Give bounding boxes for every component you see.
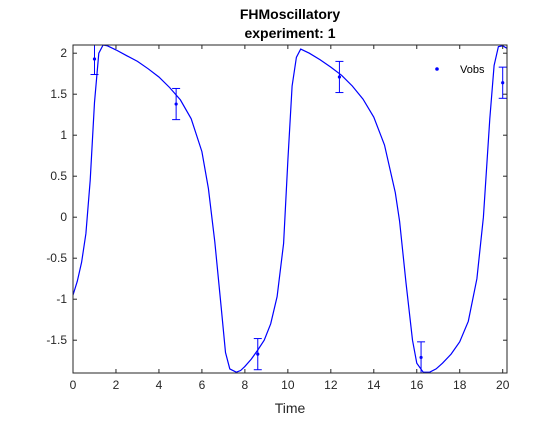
- y-tick-label: -1: [56, 292, 67, 306]
- x-tick-label: 18: [453, 378, 467, 392]
- y-tick-label: 0: [60, 210, 67, 224]
- x-axis: 0 2 4 6 8 10 12 14 16 18 20: [70, 45, 510, 392]
- series-line: [73, 45, 507, 373]
- x-tick-label: 10: [281, 378, 295, 392]
- y-tick-label: -0.5: [46, 251, 67, 265]
- y-tick-label: 1: [60, 128, 67, 142]
- y-tick-label: 0.5: [50, 169, 67, 183]
- x-tick-label: 6: [199, 378, 206, 392]
- x-tick-label: 4: [156, 378, 163, 392]
- errorbar-layer: [90, 45, 507, 373]
- data-point: [92, 57, 97, 61]
- data-point: [419, 355, 423, 360]
- x-tick-label: 2: [113, 378, 120, 392]
- x-tick-label: 12: [324, 378, 338, 392]
- axes-box: [72, 44, 508, 374]
- y-axis: -1.5 -1 -0.5 0 0.5 1 1.5 2: [46, 46, 507, 347]
- legend: Vobs: [435, 64, 485, 76]
- x-tick-label: 0: [70, 378, 77, 392]
- x-axis-label: Time: [275, 400, 306, 416]
- x-tick-label: 20: [496, 378, 510, 392]
- data-point: [174, 102, 178, 106]
- x-tick-label: 14: [367, 378, 381, 392]
- x-tick-label: 8: [242, 378, 249, 392]
- data-point: [337, 75, 342, 79]
- data-point: [256, 352, 260, 356]
- series-layer: [73, 45, 507, 373]
- y-tick-label: -1.5: [46, 333, 67, 347]
- y-tick-label: 1.5: [50, 87, 67, 101]
- chart-subtitle: experiment: 1: [244, 25, 335, 41]
- x-tick-label: 16: [410, 378, 424, 392]
- legend-marker: [435, 67, 439, 71]
- legend-entry-vobs: Vobs: [460, 64, 485, 76]
- y-tick-label: 2: [60, 46, 67, 60]
- data-point: [501, 81, 505, 85]
- chart-title: FHMoscillatory: [240, 6, 341, 22]
